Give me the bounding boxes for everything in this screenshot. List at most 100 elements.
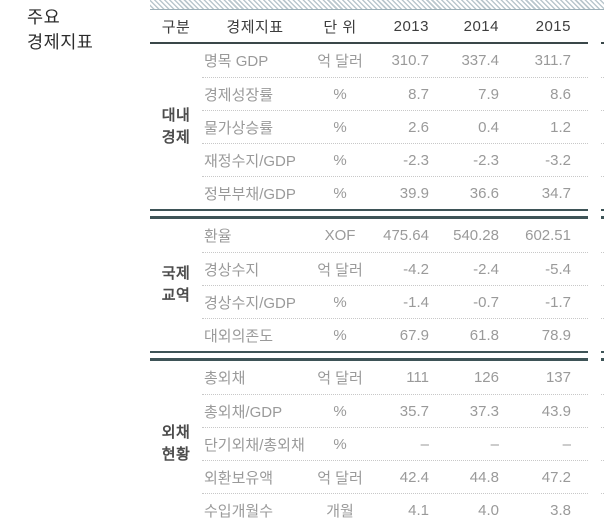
indicator-cell: 총외채/GDP (204, 403, 283, 421)
value-2013: 8.7 (408, 85, 429, 103)
indicator-cell: 정부부채/GDP (204, 185, 296, 203)
table-header-row: 구분 경제지표 단 위 2013 2014 2015 (150, 10, 604, 44)
header-2014: 2014 (463, 17, 499, 35)
group-label-international-trade: 국제 교역 (161, 265, 191, 304)
value-2015: 78.9 (541, 326, 571, 344)
header-category: 구분 (161, 18, 191, 36)
table-row: 총외채/GDP % 35.7 37.3 43.9 (202, 394, 604, 427)
value-2014: -2.4 (473, 260, 499, 278)
table-row: 물가상승률 % 2.6 0.4 1.2 (202, 110, 604, 143)
table-row: 경상수지 억 달러 -4.2 -2.4 -5.4 (202, 252, 604, 285)
indicator-cell: 환율 (204, 228, 232, 245)
value-2013: -1.4 (403, 293, 429, 311)
table-row: 경상수지/GDP % -1.4 -0.7 -1.7 (202, 285, 604, 318)
unit-cell: % (333, 402, 347, 420)
value-2015: – (562, 435, 571, 453)
value-2015: -5.4 (545, 260, 571, 278)
value-2015: -1.7 (545, 293, 571, 311)
table-row: 단기외채/총외채 % – – – (202, 427, 604, 460)
hatched-top-band (150, 0, 604, 10)
table-row: 환율 XOF 475.64 540.28 602.51 (202, 219, 604, 252)
value-2014: 7.9 (478, 85, 499, 103)
header-unit: 단 위 (323, 18, 357, 36)
value-2014: 36.6 (469, 184, 499, 202)
indicator-cell: 물가상승률 (204, 119, 274, 137)
value-2014: 37.3 (469, 402, 499, 420)
value-2015: 602.51 (525, 227, 571, 244)
table-row: 대외의존도 % 67.9 61.8 78.9 (202, 318, 604, 351)
unit-cell: % (333, 85, 347, 103)
table-row: 재정수지/GDP % -2.3 -2.3 -3.2 (202, 143, 604, 176)
value-2014: 4.0 (478, 501, 499, 519)
indicator-cell: 대외의존도 (204, 327, 274, 345)
header-indicator: 경제지표 (226, 18, 284, 36)
economic-indicators-table: 구분 경제지표 단 위 2013 2014 2015 대내 경제 명목 GDP … (150, 0, 604, 520)
value-2013: -2.3 (403, 151, 429, 169)
unit-cell: % (333, 435, 347, 453)
value-2015: 47.2 (541, 468, 571, 486)
table-row: 정부부채/GDP % 39.9 36.6 34.7 (202, 176, 604, 209)
table-row: 경제성장률 % 8.7 7.9 8.6 (202, 77, 604, 110)
group-external-debt: 외채 현황 총외채 억 달러 111 126 137 총외채/GDP % 35.… (150, 361, 604, 520)
indicator-cell: 경제성장률 (204, 86, 274, 104)
value-2014: 540.28 (453, 227, 499, 244)
table-row: 외환보유액 억 달러 42.4 44.8 47.2 (202, 460, 604, 493)
value-2013: 39.9 (399, 184, 429, 202)
table-row: 명목 GDP 억 달러 310.7 337.4 311.7 (202, 44, 604, 77)
value-2013: 310.7 (391, 52, 429, 69)
unit-cell: % (333, 326, 347, 344)
page-title: 주요 경제지표 (27, 5, 93, 55)
indicator-cell: 재정수지/GDP (204, 152, 296, 170)
header-2015: 2015 (535, 17, 571, 35)
value-2013: 2.6 (408, 118, 429, 136)
value-2015: 43.9 (541, 402, 571, 420)
indicator-cell: 단기외채/총외채 (204, 436, 305, 454)
value-2014: 61.8 (469, 326, 499, 344)
indicator-cell: 수입개월수 (204, 502, 274, 520)
unit-cell: 억 달러 (317, 261, 363, 279)
value-2015: 8.6 (550, 85, 571, 103)
group-label-domestic-economy: 대내 경제 (161, 106, 191, 146)
value-2015: 137 (545, 369, 571, 386)
value-2013: 42.4 (399, 468, 429, 486)
value-2015: 1.2 (550, 118, 571, 136)
value-2014: 0.4 (478, 118, 499, 136)
value-2015: 311.7 (534, 52, 571, 69)
group-international-trade: 국제 교역 환율 XOF 475.64 540.28 602.51 경상수지 억… (150, 219, 604, 351)
unit-cell: 억 달러 (317, 469, 363, 487)
unit-cell: 개월 (326, 502, 354, 520)
column-gap-divider (588, 12, 601, 520)
value-2014: 337.4 (461, 52, 499, 69)
value-2013: 35.7 (399, 402, 429, 420)
unit-cell: 억 달러 (317, 370, 363, 387)
indicator-cell: 명목 GDP (204, 53, 269, 70)
unit-cell: XOF (324, 227, 356, 244)
value-2015: 3.8 (550, 501, 571, 519)
value-2015: -3.2 (545, 151, 571, 169)
group-domestic-economy: 대내 경제 명목 GDP 억 달러 310.7 337.4 311.7 경제성장… (150, 44, 604, 209)
unit-cell: 억 달러 (317, 53, 363, 70)
table-row: 수입개월수 개월 4.1 4.0 3.8 (202, 493, 604, 520)
value-2013: 111 (406, 369, 429, 386)
page-title-line2: 경제지표 (27, 32, 94, 52)
value-2014: -0.7 (473, 293, 499, 311)
unit-cell: % (333, 184, 347, 202)
value-2013: 475.64 (383, 227, 429, 244)
group-label-external-debt: 외채 현황 (161, 423, 191, 463)
value-2014: 44.8 (469, 468, 499, 486)
value-2013: 67.9 (399, 326, 429, 344)
value-2014: – (490, 435, 499, 453)
table-row: 총외채 억 달러 111 126 137 (202, 361, 604, 394)
indicator-cell: 총외채 (204, 370, 246, 387)
value-2013: 4.1 (408, 501, 429, 519)
page-title-line1: 주요 (27, 7, 61, 27)
section-separator (150, 351, 604, 361)
section-separator (150, 209, 604, 219)
unit-cell: % (333, 293, 347, 311)
indicator-cell: 경상수지 (204, 261, 260, 279)
value-2014: -2.3 (473, 151, 499, 169)
header-2013: 2013 (393, 17, 429, 35)
indicator-cell: 경상수지/GDP (204, 294, 296, 312)
unit-cell: % (333, 118, 347, 136)
unit-cell: % (333, 151, 347, 169)
